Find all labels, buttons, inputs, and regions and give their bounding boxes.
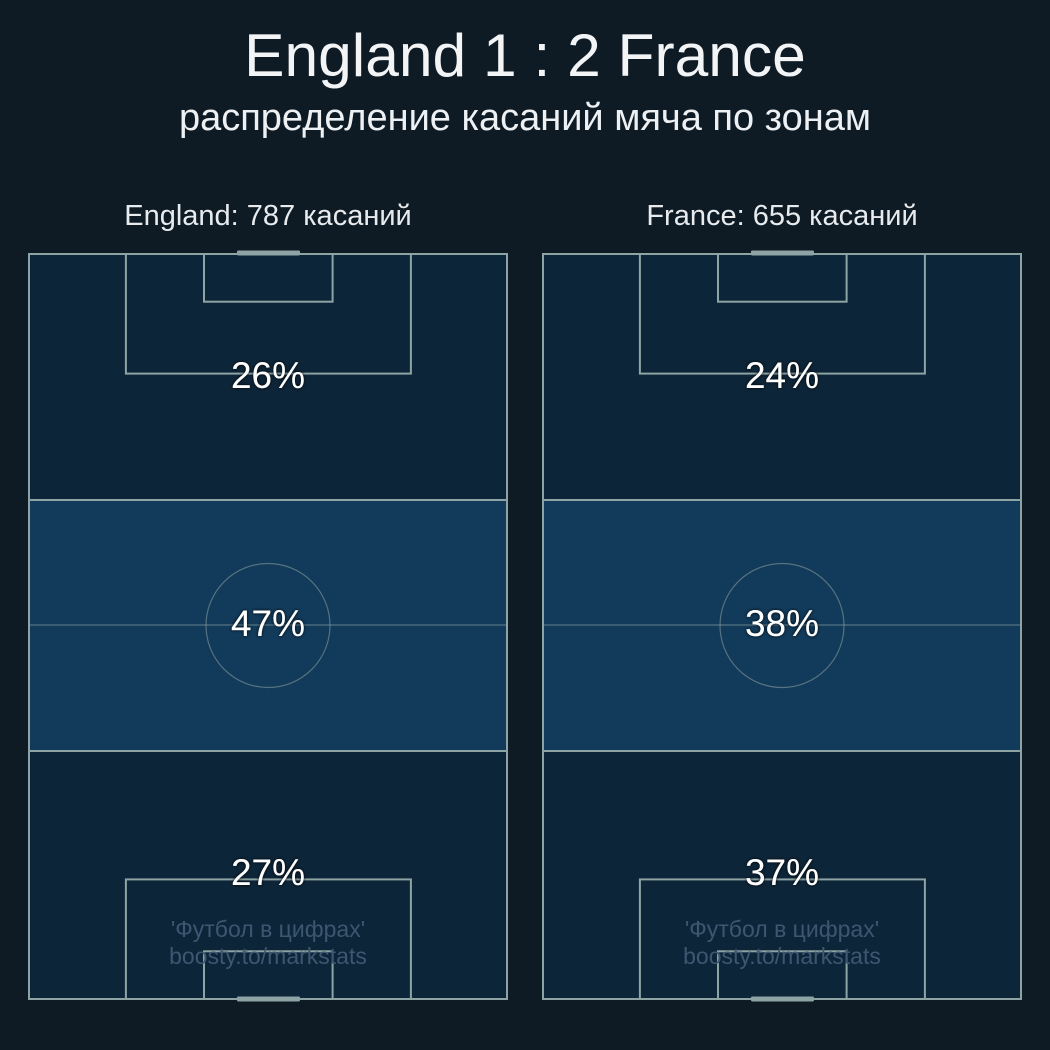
svg-text:47%: 47% [231,603,305,644]
svg-text:boosty.to/markstats: boosty.to/markstats [169,943,367,969]
svg-text:'Футбол в цифрах': 'Футбол в цифрах' [171,916,365,942]
svg-text:boosty.to/markstats: boosty.to/markstats [683,943,881,969]
svg-text:38%: 38% [745,603,819,644]
svg-text:'Футбол в цифрах': 'Футбол в цифрах' [685,916,879,942]
svg-text:27%: 27% [231,852,305,893]
svg-text:France: 655 касаний: France: 655 касаний [646,200,917,232]
svg-text:распределение касаний мяча по: распределение касаний мяча по зонам [179,97,871,139]
svg-text:England 1 : 2 France: England 1 : 2 France [244,21,806,89]
svg-text:England: 787 касаний: England: 787 касаний [124,200,411,232]
svg-text:26%: 26% [231,355,305,396]
svg-text:24%: 24% [745,355,819,396]
svg-text:37%: 37% [745,852,819,893]
